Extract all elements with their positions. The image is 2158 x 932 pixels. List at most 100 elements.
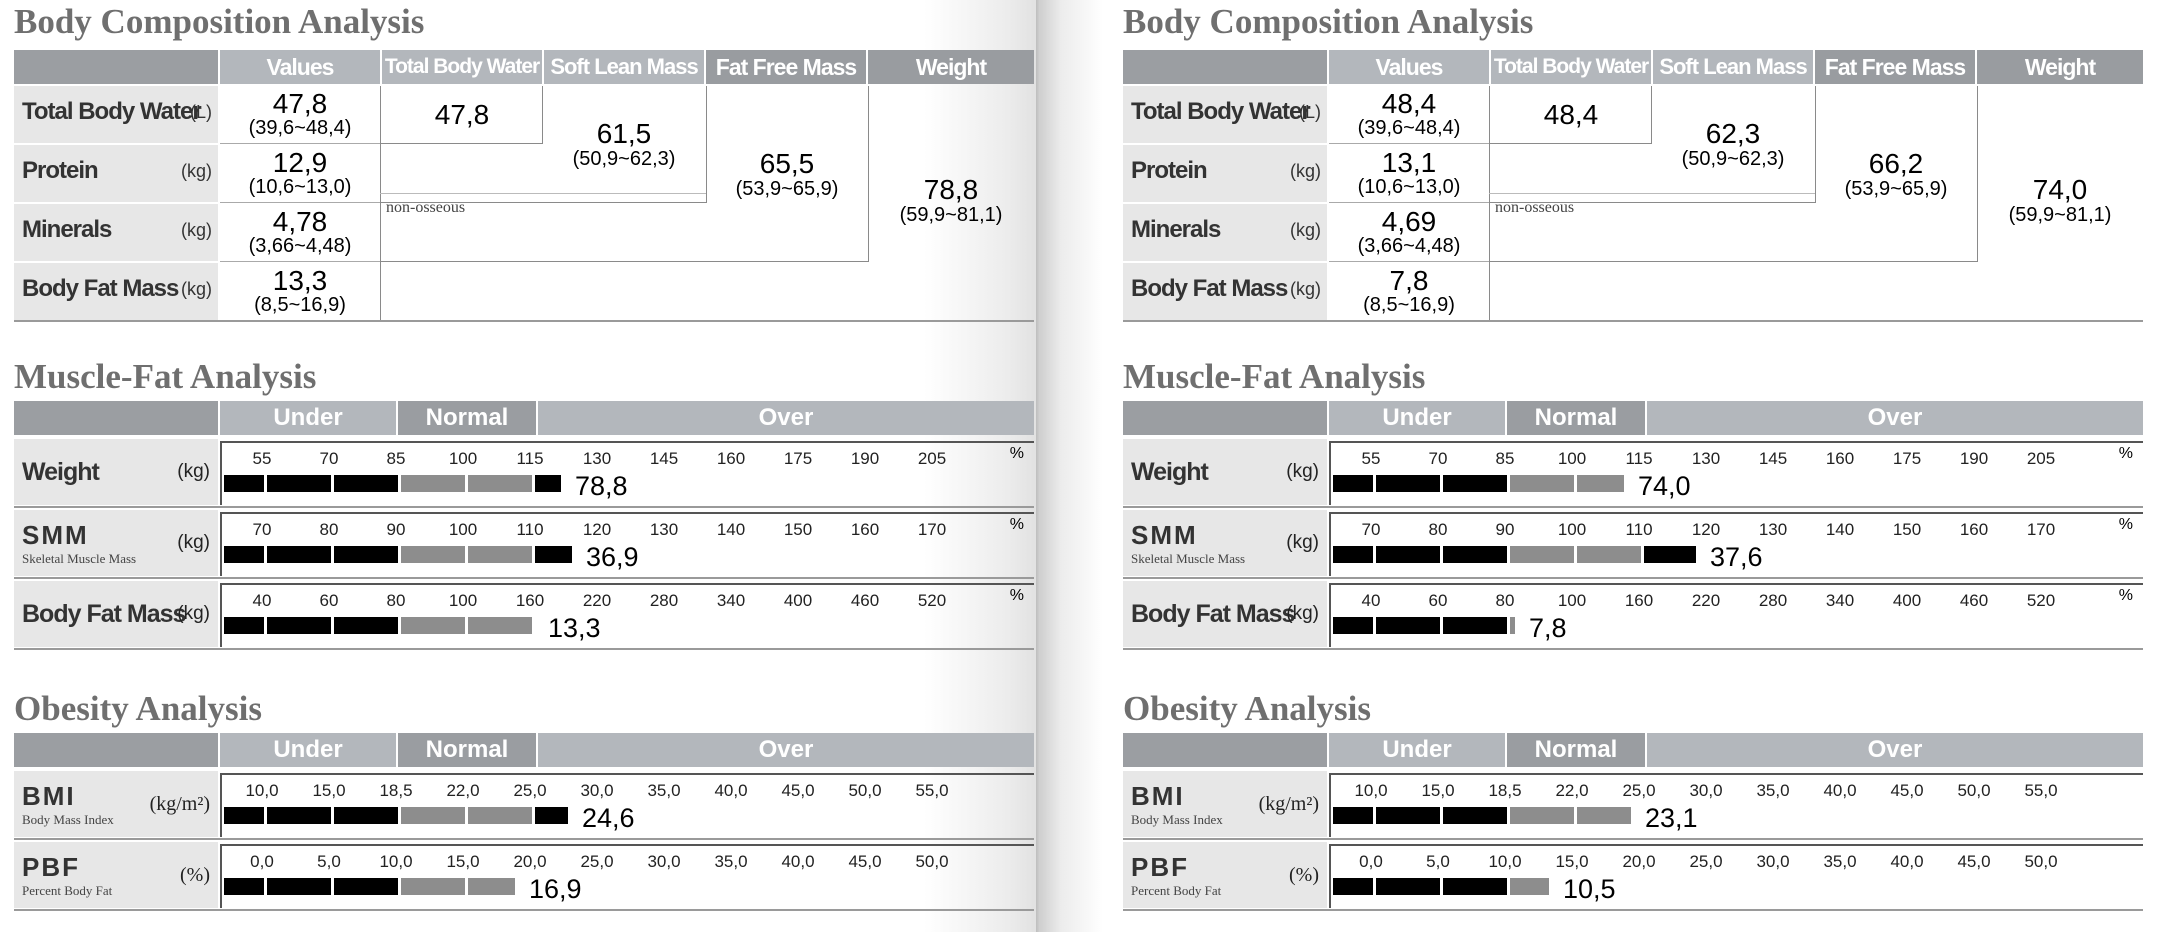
row-divider: [220, 143, 380, 144]
tick-label: 0,0: [1359, 852, 1383, 871]
row-label-tbw: Total Body Water (L): [1123, 86, 1327, 143]
bar-separator: [1507, 475, 1510, 492]
value-cell-minerals: 4,69 (3,66~4,48): [1329, 204, 1489, 261]
ffm-box-right: [1977, 86, 1978, 262]
bar-separator: [532, 617, 535, 634]
tick-label: 30,0: [1689, 781, 1723, 800]
bar-bmi: [224, 807, 568, 824]
bar-separator: [1373, 807, 1376, 824]
tick-label: 25,0: [1622, 781, 1656, 800]
percent-sign: %: [1009, 516, 1024, 533]
tick-label: 170: [2026, 520, 2056, 539]
tick-label: 10,0: [1354, 781, 1388, 800]
tick-label: 190: [850, 449, 880, 468]
tick-label: 460: [850, 591, 880, 610]
bar-separator: [1440, 546, 1443, 563]
bar-header-corner: [14, 733, 218, 767]
tick-label: 150: [783, 520, 813, 539]
bar-header-corner: [14, 401, 218, 435]
bar-separator: [398, 617, 401, 634]
header-total-body-water: Total Body Water: [1491, 50, 1651, 84]
bar-fill-normal: [1507, 617, 1515, 634]
tick-label: 175: [1892, 449, 1922, 468]
obesity-title: Obesity Analysis: [1123, 689, 1371, 728]
header-values: Values: [1329, 50, 1489, 84]
tick-label: 15,0: [312, 781, 346, 800]
bar-separator: [532, 546, 535, 563]
bar-separator: [1440, 878, 1443, 895]
tick-label: 80: [1495, 591, 1515, 610]
bar-fill-normal: [1507, 475, 1624, 492]
bar-separator: [331, 475, 334, 492]
bar-name: PBF: [22, 852, 80, 882]
value-protein: 12,9: [272, 147, 328, 178]
tick-label: 22,0: [1555, 781, 1589, 800]
bar-label-weight: Weight (kg): [1123, 439, 1327, 505]
tick-label: 70: [1428, 449, 1448, 468]
scale-smm: 70 80 90 100 110 120 130 140 150 160 170% 37,6: [1329, 512, 2143, 576]
bar-label-bmi: BMI Body Mass Index (kg/m²): [1123, 771, 1327, 837]
bar-header-normal: Normal: [398, 733, 536, 767]
bar-value-bmi: 23,1: [1645, 803, 1698, 833]
muscle-fat-chart: Under Normal Over Weight (kg) 55 70 85 100 115 130…: [14, 401, 1034, 653]
row-bottom-rule: [1123, 648, 2143, 650]
bar-unit: (kg): [177, 532, 210, 553]
header-fat-free-mass: Fat Free Mass: [706, 50, 866, 84]
bar-pbf: [224, 878, 515, 895]
ffm-range: (53,9~65,9): [1844, 178, 1948, 200]
body-composition-title: Body Composition Analysis: [1123, 2, 1534, 41]
tick-label: 45,0: [1957, 852, 1991, 871]
header-weight: Weight: [868, 50, 1034, 84]
bar-fill-normal: [1507, 807, 1631, 824]
ffm-box-bottom: [1489, 261, 1977, 262]
tick-label: 100: [1557, 591, 1587, 610]
tick-label: 190: [1959, 449, 1989, 468]
tick-label: 10,0: [245, 781, 279, 800]
tick-label: 50,0: [1957, 781, 1991, 800]
value-cell-protein: 12,9 (10,6~13,0): [220, 145, 380, 202]
non-osseous-divider: [380, 193, 706, 194]
tick-label: 160: [1959, 520, 1989, 539]
bar-separator: [1373, 878, 1376, 895]
bar-value-bfm: 7,8: [1529, 613, 1567, 643]
bar-subtitle: Body Mass Index: [22, 812, 114, 827]
tick-label: 140: [716, 520, 746, 539]
bar-header-over: Over: [538, 733, 1034, 767]
bar-separator: [1373, 546, 1376, 563]
bar-separator: [465, 617, 468, 634]
tick-label: 55,0: [915, 781, 949, 800]
tick-label: 100: [448, 520, 478, 539]
row-bottom-rule: [14, 506, 1034, 508]
tick-label: 30,0: [1756, 852, 1790, 871]
row-name: Body Fat Mass: [22, 275, 179, 302]
report-page-left: Body Composition Analysis Muscle-Fat Anal…: [0, 0, 1050, 932]
bar-unit: (kg): [1286, 461, 1319, 482]
bar-bfm: [1333, 617, 1515, 634]
weight-total: 74,0: [2032, 174, 2088, 205]
tbw-box-right: [542, 86, 543, 144]
bar-unit: (kg): [1286, 603, 1319, 624]
row-label-bfm: Body Fat Mass (kg): [14, 263, 218, 320]
tick-label: 80: [386, 591, 406, 610]
tick-label: 35,0: [1756, 781, 1790, 800]
non-osseous-label: non-osseous: [1495, 199, 1575, 216]
row-divider: [1329, 143, 1489, 144]
values-divider: [380, 86, 381, 320]
values-divider: [1489, 86, 1490, 320]
weight-total: 78,8: [923, 174, 979, 205]
value-bfm: 13,3: [272, 265, 328, 296]
slm-value: 61,5: [596, 118, 652, 149]
row-divider: [220, 202, 380, 203]
bar-smm: [224, 546, 572, 563]
header-values: Values: [220, 50, 380, 84]
tick-label: 35,0: [647, 781, 681, 800]
bar-value-smm: 36,9: [586, 542, 639, 572]
tick-label: 85: [1495, 449, 1515, 468]
tick-label: 45,0: [1890, 781, 1924, 800]
row-label-protein: Protein (kg): [14, 145, 218, 202]
slm-value: 62,3: [1705, 118, 1761, 149]
bar-name: BMI: [22, 781, 76, 811]
tick-label: 160: [515, 591, 545, 610]
row-name: Protein: [1131, 157, 1208, 184]
row-name: Body Fat Mass: [1131, 275, 1288, 302]
